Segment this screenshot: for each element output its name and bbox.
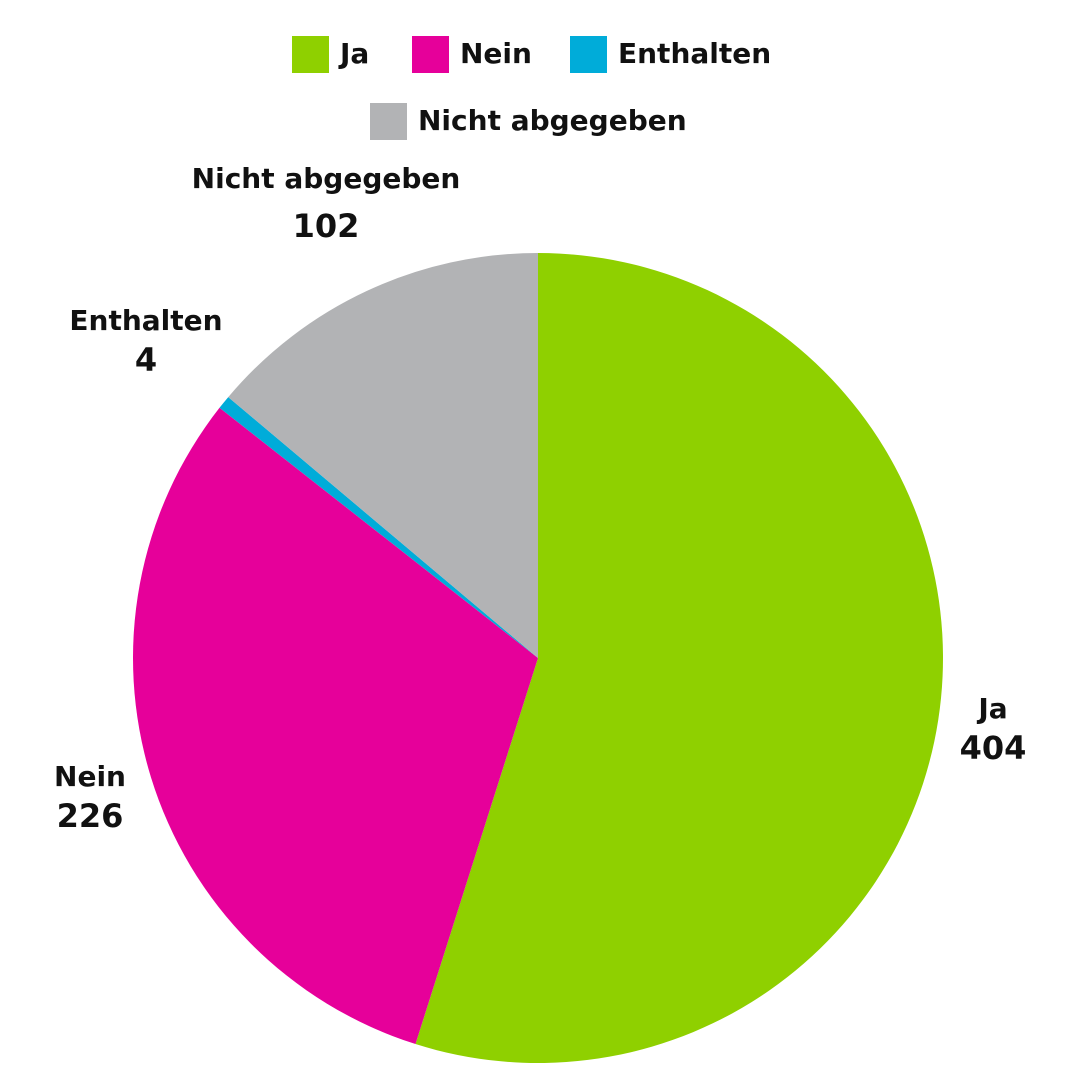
legend-swatch (370, 103, 407, 140)
legend-swatch (292, 36, 329, 73)
data-label-name: Enthalten (69, 304, 222, 337)
data-label-value: 226 (57, 797, 124, 835)
legend-label: Nicht abgegeben (418, 104, 687, 137)
data-label-name: Nicht abgegeben (192, 162, 461, 195)
data-label-value: 102 (293, 207, 360, 245)
legend-label: Ja (338, 37, 369, 70)
pie-slice (219, 397, 538, 658)
data-label-name: Nein (54, 760, 126, 793)
data-label-value: 4 (135, 341, 157, 379)
legend-label: Nein (460, 37, 532, 70)
data-label-name: Ja (976, 692, 1007, 725)
legend-swatch (412, 36, 449, 73)
pie-slice (228, 253, 538, 658)
data-label-value: 404 (960, 729, 1027, 767)
pie-slice (132, 407, 538, 1045)
legend-swatch (570, 36, 607, 73)
pie-slice (415, 253, 944, 1063)
legend-label: Enthalten (618, 37, 771, 70)
